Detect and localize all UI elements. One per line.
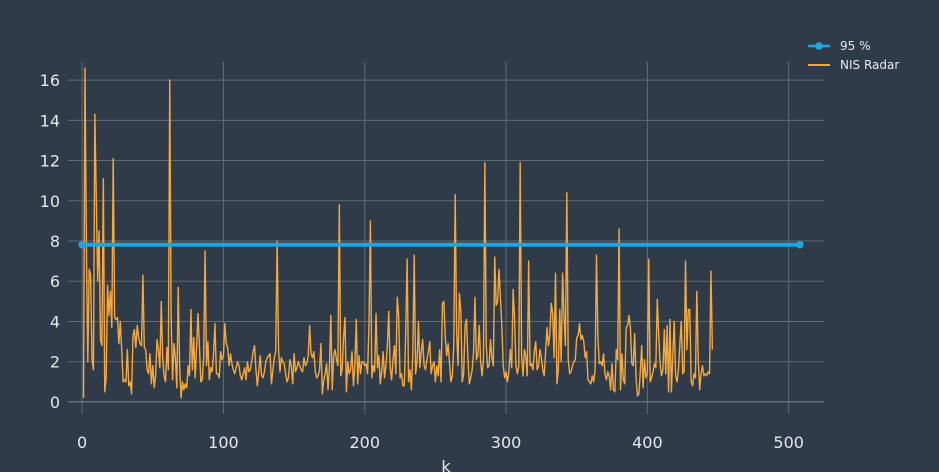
y-tick-label: 2 <box>50 353 60 372</box>
legend[interactable]: 95 % NIS Radar <box>808 39 899 72</box>
y-tick-label: 4 <box>50 312 60 331</box>
legend-marker <box>815 42 823 50</box>
y-tick-label: 8 <box>50 232 60 251</box>
legend-label: NIS Radar <box>840 58 899 72</box>
legend-label: 95 % <box>840 39 871 53</box>
y-tick-label: 12 <box>40 152 60 171</box>
x-tick-label: 200 <box>349 433 380 452</box>
x-tick-label: 400 <box>632 433 663 452</box>
y-tick-label: 6 <box>50 272 60 291</box>
legend-item[interactable]: 95 % <box>808 39 871 53</box>
y-gridlines <box>68 79 824 403</box>
y-tick-label: 0 <box>50 393 60 412</box>
y-tick-label: 16 <box>40 71 60 90</box>
x-axis-title: k <box>441 457 451 472</box>
series-95-percent-point <box>796 240 804 249</box>
series-nis-radar-line <box>82 67 714 399</box>
x-tick-label: 0 <box>77 433 87 452</box>
legend-item[interactable]: NIS Radar <box>808 58 899 72</box>
x-tick-label: 100 <box>208 433 239 452</box>
series-95-percent-point <box>78 240 86 249</box>
y-tick-label: 10 <box>40 192 60 211</box>
y-tick-labels: 0 2 4 6 8 10 12 14 16 <box>40 71 60 412</box>
y-tick-label: 14 <box>40 111 60 130</box>
x-tick-label: 500 <box>773 433 804 452</box>
x-tick-label: 300 <box>491 433 522 452</box>
x-tick-labels: 0 100 200 300 400 500 <box>77 433 804 452</box>
series-layer <box>78 67 804 399</box>
